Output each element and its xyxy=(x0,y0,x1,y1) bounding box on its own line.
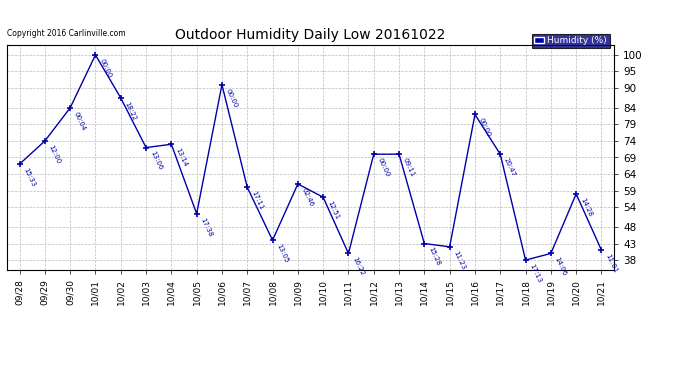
Text: 00:00: 00:00 xyxy=(98,58,112,79)
Text: 15:33: 15:33 xyxy=(22,167,37,188)
Text: 13:06: 13:06 xyxy=(149,150,163,171)
Title: Outdoor Humidity Daily Low 20161022: Outdoor Humidity Daily Low 20161022 xyxy=(175,28,446,42)
Text: 17:38: 17:38 xyxy=(199,216,213,237)
Text: 00:04: 00:04 xyxy=(73,111,87,132)
Text: 11:01: 11:01 xyxy=(604,253,618,274)
Text: 00:00: 00:00 xyxy=(377,157,391,178)
Text: 09:11: 09:11 xyxy=(402,157,416,178)
Legend: Humidity (%): Humidity (%) xyxy=(532,34,609,48)
Text: 14:06: 14:06 xyxy=(553,256,568,277)
Text: 17:13: 17:13 xyxy=(529,263,542,284)
Text: 12:00: 12:00 xyxy=(48,144,61,165)
Text: 00:00: 00:00 xyxy=(225,87,239,108)
Text: Copyright 2016 Carlinville.com: Copyright 2016 Carlinville.com xyxy=(7,29,126,38)
Text: 12:51: 12:51 xyxy=(326,200,340,221)
Text: 20:47: 20:47 xyxy=(503,157,517,178)
Text: 11:23: 11:23 xyxy=(453,250,466,270)
Text: 17:11: 17:11 xyxy=(250,190,264,211)
Text: 14:28: 14:28 xyxy=(579,196,593,217)
Text: 13:05: 13:05 xyxy=(275,243,289,264)
Text: 13:14: 13:14 xyxy=(174,147,188,168)
Text: 00:00: 00:00 xyxy=(477,117,492,138)
Text: 02:46: 02:46 xyxy=(301,187,315,207)
Text: 16:22: 16:22 xyxy=(351,256,365,277)
Text: 18:22: 18:22 xyxy=(124,101,137,122)
Text: 15:28: 15:28 xyxy=(427,246,441,267)
